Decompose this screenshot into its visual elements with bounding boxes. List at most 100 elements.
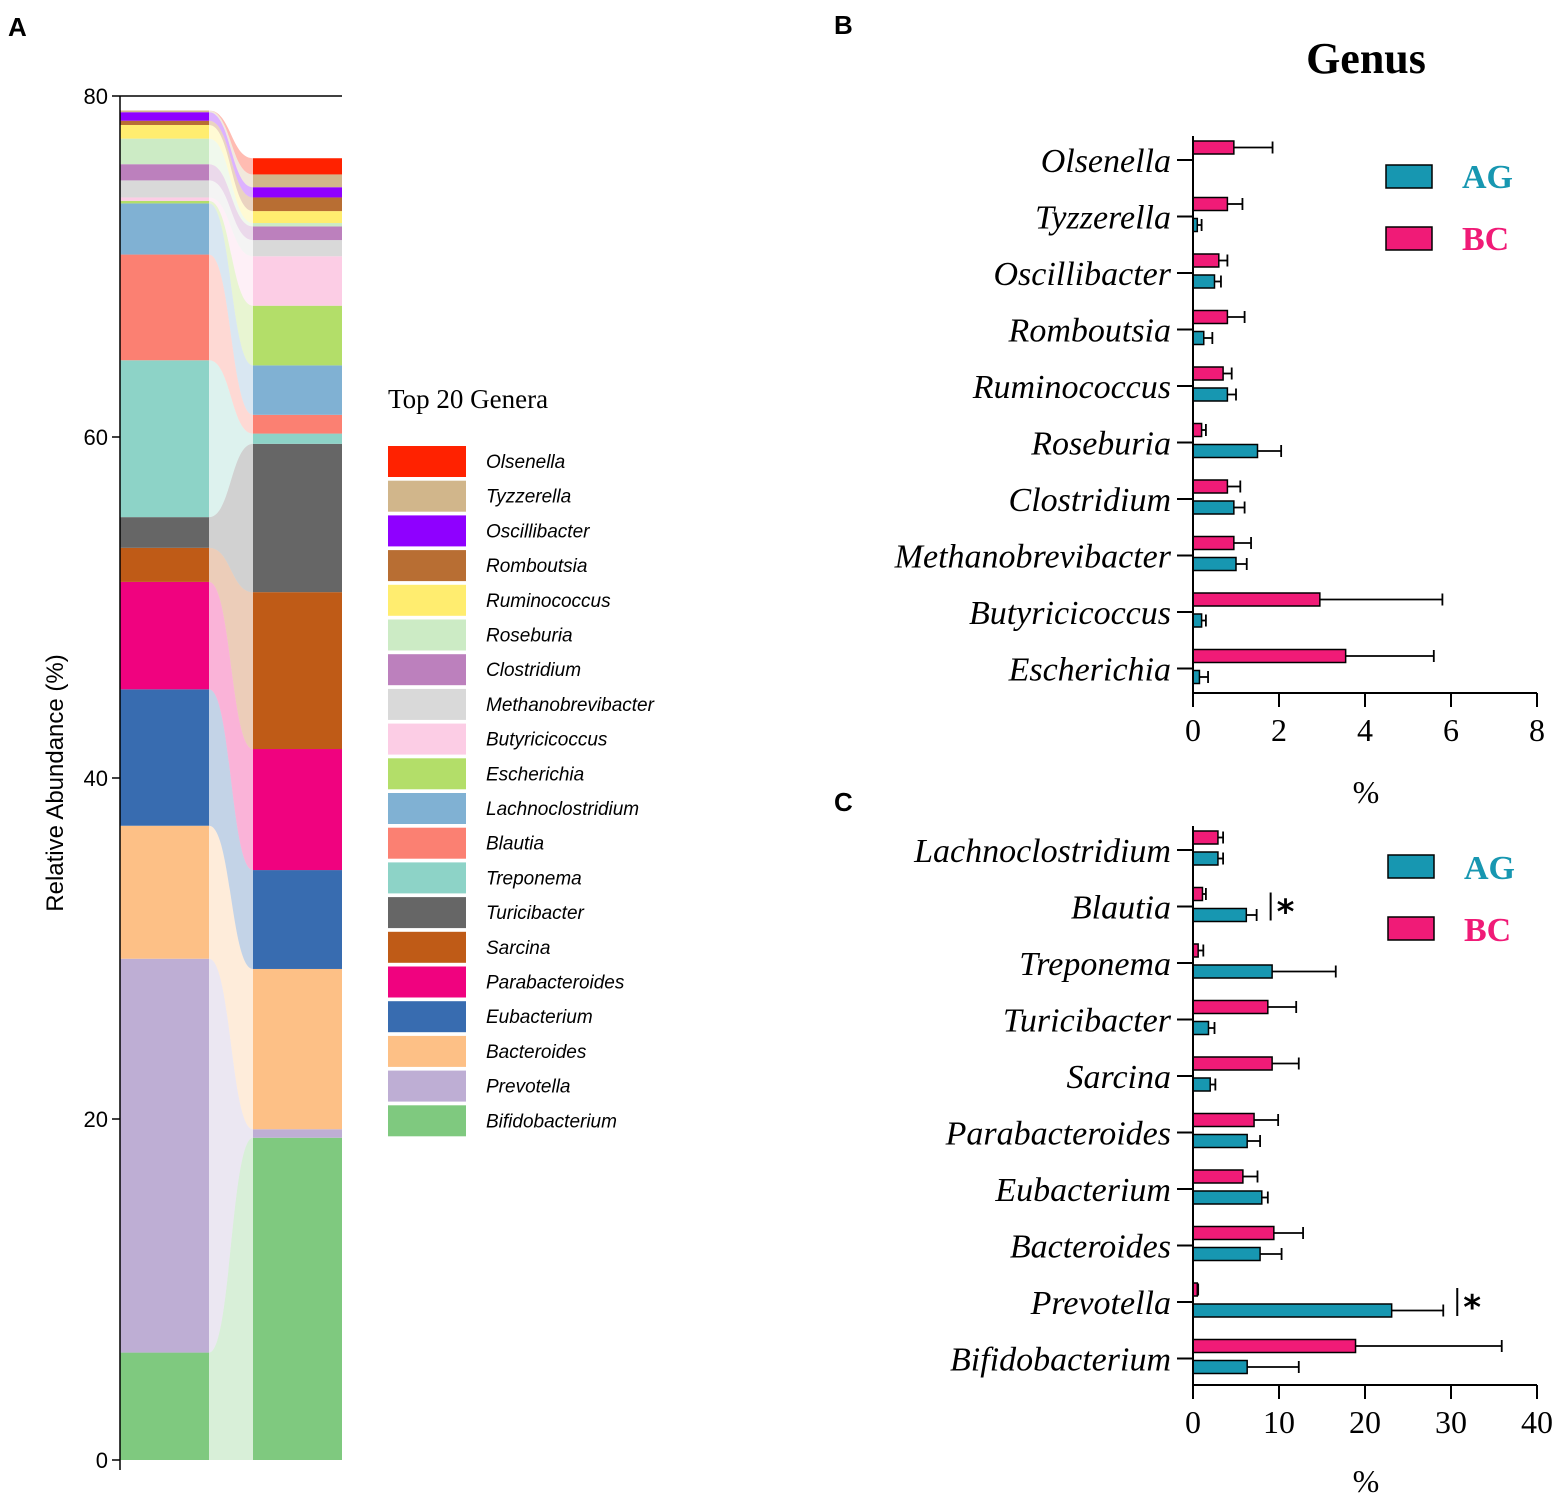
legend-label-methanobrevibacter: Methanobrevibacter [486, 695, 655, 716]
panel-b-legend-swatch-ag [1385, 164, 1433, 189]
panel-a-letter: A [8, 12, 27, 42]
bar-bc-parabacteroides [1192, 1112, 1255, 1128]
panel-a-legend: Olsenella Tyzzerella Oscillibacter Rombouts… [388, 446, 655, 1137]
bar-segment-ag-treponema [120, 360, 209, 518]
bar-bc-eubacterium [1192, 1169, 1244, 1184]
bar-segment-bc-bacteroides [253, 968, 342, 1130]
y-tick-label: 60 [84, 425, 108, 450]
panel-a-y-axis-label: Relative Abundance (%) [42, 654, 69, 911]
bar-bc-methanobrevibacter [1192, 535, 1235, 551]
x-tick-label: 0 [1185, 1404, 1201, 1440]
bar-segment-ag-lachnoclostridium [120, 203, 209, 255]
flow-escherichia [209, 200, 253, 366]
legend-label-ruminococcus: Ruminococcus [486, 591, 611, 612]
legend-swatch-bacteroides [388, 1035, 466, 1067]
bar-segment-ag-blautia [120, 254, 209, 361]
category-label-turicibacter: Turicibacter [1003, 1003, 1172, 1040]
legend-swatch-olsenella [388, 446, 466, 477]
bar-segment-bc-olsenella [253, 158, 342, 175]
bar-segment-ag-butyricicoccus [120, 197, 209, 201]
significance-star-blautia: * [1277, 893, 1295, 933]
legend-swatch-blautia [388, 827, 466, 859]
category-label-tyzzerella: Tyzzerella [1035, 200, 1171, 237]
bar-bc-oscillibacter [1192, 253, 1220, 268]
bar-bc-bifidobacterium [1192, 1338, 1357, 1354]
legend-label-oscillibacter: Oscillibacter [486, 521, 590, 542]
bar-segment-ag-oscillibacter [120, 112, 209, 121]
bar-segment-ag-romboutsia [120, 120, 209, 125]
category-label-ruminococcus: Ruminococcus [972, 369, 1171, 406]
bar-bc-bacteroides [1192, 1225, 1275, 1241]
bar-segment-ag-ruminococcus [120, 124, 209, 139]
bar-bc-olsenella [1192, 140, 1235, 155]
category-label-treponema: Treponema [1019, 946, 1171, 983]
panel-c-bar-chart: Lachnoclostridium Blautia Treponema Turicib… [913, 826, 1553, 1499]
bar-segment-ag-turicibacter [120, 517, 209, 548]
category-label-bacteroides: Bacteroides [1010, 1229, 1171, 1266]
flow-butyricicoccus [209, 197, 253, 306]
legend-swatch-eubacterium [388, 1001, 466, 1033]
panel-c-legend: AG BC [1387, 850, 1515, 949]
legend-swatch-romboutsia [388, 550, 466, 582]
flow-lachnoclostridium [209, 203, 253, 415]
y-tick-label: 20 [84, 1107, 108, 1132]
bar-segment-bc-romboutsia [253, 197, 342, 212]
bar-segment-ag-sarcina [120, 547, 209, 582]
category-label-blautia: Blautia [1071, 890, 1171, 927]
x-tick-label: 8 [1529, 712, 1545, 748]
category-label-bifidobacterium: Bifidobacterium [950, 1342, 1171, 1379]
legend-swatch-lachnoclostridium [388, 793, 466, 824]
bar-segment-ag-bifidobacterium [120, 1352, 209, 1460]
legend-swatch-butyricicoccus [388, 723, 466, 755]
panel-a-flows [209, 110, 253, 1460]
category-label-oscillibacter: Oscillibacter [993, 256, 1171, 293]
flow-romboutsia [209, 120, 253, 212]
bar-bc-turicibacter [1192, 999, 1269, 1015]
y-tick-label: 0 [96, 1448, 108, 1473]
flow-eubacterium [209, 689, 253, 969]
panel-c-plot: Lachnoclostridium Blautia Treponema Turicib… [913, 826, 1553, 1440]
flow-bifidobacterium [209, 1137, 253, 1460]
panel-a-stacked-area-chart: 0 20 40 60 80 Relative Abundance (%) Top 20 … [42, 84, 655, 1473]
bar-ag-bacteroides [1192, 1246, 1261, 1262]
bar-segment-bc-oscillibacter [253, 187, 342, 198]
bar-segment-bc-parabacteroides [253, 749, 342, 871]
legend-label-escherichia: Escherichia [486, 764, 584, 785]
legend-swatch-escherichia [388, 758, 466, 790]
panel-b-legend-label-bc: BC [1462, 221, 1509, 258]
legend-swatch-prevotella [388, 1070, 466, 1102]
bar-segment-bc-butyricicoccus [253, 256, 342, 306]
bar-ag-prevotella [1192, 1303, 1393, 1318]
bar-ag-clostridium [1192, 500, 1235, 515]
legend-label-eubacterium: Eubacterium [486, 1007, 593, 1028]
bar-ag-lachnoclostridium [1192, 851, 1219, 866]
legend-label-treponema: Treponema [486, 868, 582, 889]
flow-clostridium [209, 164, 253, 241]
flow-turicibacter [209, 443, 253, 593]
legend-label-sarcina: Sarcina [486, 938, 550, 959]
legend-swatch-sarcina [388, 931, 466, 963]
bar-segment-bc-roseburia [253, 223, 342, 227]
legend-label-lachnoclostridium: Lachnoclostridium [486, 799, 639, 820]
bar-ag-bifidobacterium [1192, 1359, 1248, 1375]
legend-label-roseburia: Roseburia [486, 626, 573, 647]
x-tick-label: 10 [1263, 1404, 1295, 1440]
bar-bc-roseburia [1192, 422, 1203, 438]
flow-olsenella [209, 110, 253, 175]
category-label-lachnoclostridium: Lachnoclostridium [913, 833, 1171, 870]
x-tick-label: 30 [1435, 1404, 1467, 1440]
y-tick-label: 80 [84, 84, 108, 109]
flow-bacteroides [209, 825, 253, 1130]
panel-c-letter: C [834, 787, 853, 817]
panel-a-bars [120, 110, 342, 1460]
x-tick-label: 40 [1521, 1404, 1553, 1440]
bar-segment-ag-clostridium [120, 164, 209, 181]
legend-swatch-methanobrevibacter [388, 688, 466, 720]
panel-a-y-axis: 0 20 40 60 80 [84, 84, 342, 1473]
legend-swatch-turicibacter [388, 897, 466, 929]
legend-swatch-clostridium [388, 654, 466, 686]
bar-bc-sarcina [1192, 1056, 1273, 1071]
x-tick-label: 2 [1271, 712, 1287, 748]
flow-parabacteroides [209, 581, 253, 871]
